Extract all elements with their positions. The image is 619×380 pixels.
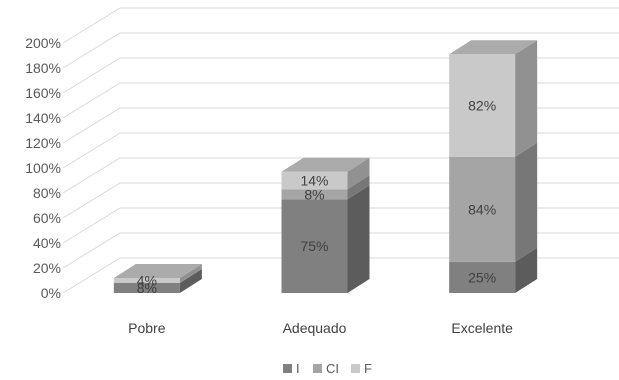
y-tick-label: 100%	[25, 160, 61, 176]
legend-swatch	[283, 364, 292, 373]
bar-side-face	[347, 157, 370, 190]
bar-segment-excelente-f	[449, 40, 538, 157]
legend-label: I	[296, 361, 300, 376]
legend-label: F	[364, 361, 372, 376]
bar-side-face	[515, 40, 538, 157]
y-tick-label: 200%	[25, 35, 61, 51]
bar-side-face	[515, 142, 538, 262]
y-tick-label: 160%	[25, 85, 61, 101]
bar-top-face	[113, 264, 202, 278]
bar-segment-pobre-f	[113, 264, 202, 283]
data-label: 14%	[300, 173, 328, 189]
data-label: 4%	[137, 273, 157, 289]
gridlines	[62, 7, 619, 294]
category-label: Pobre	[128, 320, 166, 336]
y-tick-label: 120%	[25, 135, 61, 151]
legend-swatch	[351, 364, 360, 373]
bar-side-face	[347, 185, 370, 293]
bars: 8%4%75%8%14%25%84%82%	[113, 40, 538, 296]
legend-label: CI	[326, 361, 339, 376]
bar-front-face	[449, 156, 516, 262]
bar-segment-adequado-i	[281, 185, 370, 293]
gridline	[62, 32, 619, 69]
bar-segment-excelente-i	[449, 247, 538, 293]
data-label: 75%	[300, 238, 328, 254]
y-tick-label: 180%	[25, 60, 61, 76]
category-labels: Pobre Adequado Excelente	[128, 320, 513, 336]
legend: I CI F	[283, 361, 372, 376]
data-label: 84%	[468, 201, 496, 217]
data-label: 8%	[137, 280, 157, 296]
y-tick-label: 20%	[33, 260, 61, 276]
bar-front-face	[281, 171, 348, 190]
bar-front-face	[281, 189, 348, 200]
category-label: Excelente	[451, 320, 513, 336]
bar-front-face	[113, 278, 180, 283]
bar-side-face	[179, 269, 202, 293]
bar-side-face	[515, 247, 538, 293]
bar-front-face	[449, 54, 516, 157]
bar-front-face	[113, 283, 180, 293]
bar-side-face	[347, 175, 370, 200]
legend-swatch	[313, 364, 322, 373]
bar-segment-excelente-ci	[449, 142, 538, 262]
bar-segment-pobre-i	[113, 269, 202, 293]
y-tick-label: 140%	[25, 110, 61, 126]
bar-top-face	[281, 157, 370, 172]
legend-item-i: I	[283, 361, 300, 376]
legend-item-f: F	[351, 361, 372, 376]
bar-front-face	[281, 199, 348, 293]
data-label: 8%	[304, 186, 324, 202]
bar-segment-adequado-ci	[281, 175, 370, 200]
y-axis-ticks: 0% 20% 40% 60% 80% 100% 120% 140% 160% 180% 200%	[25, 35, 61, 301]
bar-top-face	[449, 40, 538, 55]
y-tick-label: 0%	[41, 285, 61, 301]
data-label: 82%	[468, 98, 496, 114]
y-tick-label: 40%	[33, 235, 61, 251]
legend-item-ci: CI	[313, 361, 339, 376]
y-tick-label: 60%	[33, 210, 61, 226]
y-tick-label: 80%	[33, 185, 61, 201]
bar-front-face	[449, 261, 516, 293]
gridline	[62, 7, 619, 44]
bar-side-face	[179, 264, 202, 283]
data-label: 25%	[468, 269, 496, 285]
category-label: Adequado	[283, 320, 347, 336]
bar-segment-adequado-f	[281, 157, 370, 190]
